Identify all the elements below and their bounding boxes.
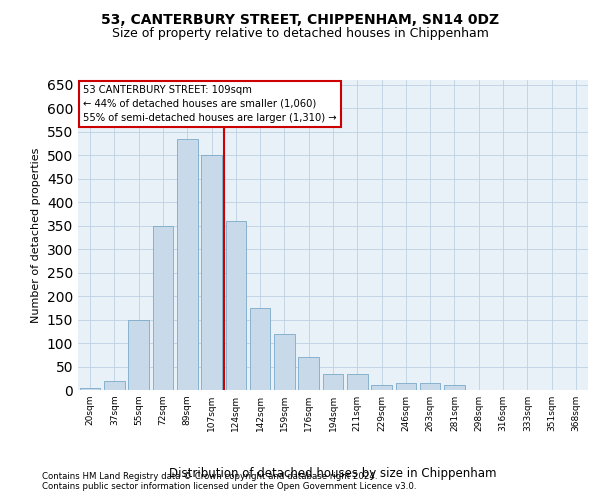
Bar	[250, 308, 271, 390]
Bar	[371, 386, 392, 390]
Text: 53, CANTERBURY STREET, CHIPPENHAM, SN14 0DZ: 53, CANTERBURY STREET, CHIPPENHAM, SN14 …	[101, 12, 499, 26]
Bar	[226, 221, 246, 390]
Bar	[444, 386, 465, 390]
Text: Distribution of detached houses by size in Chippenham: Distribution of detached houses by size …	[169, 468, 497, 480]
Text: Contains HM Land Registry data © Crown copyright and database right 2024.: Contains HM Land Registry data © Crown c…	[42, 472, 377, 481]
Bar	[177, 138, 197, 390]
Bar	[201, 155, 222, 390]
Bar	[128, 320, 149, 390]
Bar	[298, 357, 319, 390]
Text: Size of property relative to detached houses in Chippenham: Size of property relative to detached ho…	[112, 28, 488, 40]
Bar	[347, 374, 368, 390]
Bar	[323, 374, 343, 390]
Bar	[420, 383, 440, 390]
Y-axis label: Number of detached properties: Number of detached properties	[31, 148, 41, 322]
Text: Contains public sector information licensed under the Open Government Licence v3: Contains public sector information licen…	[42, 482, 416, 491]
Bar	[104, 380, 125, 390]
Bar	[274, 334, 295, 390]
Bar	[395, 383, 416, 390]
Bar	[152, 226, 173, 390]
Text: 53 CANTERBURY STREET: 109sqm
← 44% of detached houses are smaller (1,060)
55% of: 53 CANTERBURY STREET: 109sqm ← 44% of de…	[83, 84, 337, 122]
Bar	[80, 388, 100, 390]
